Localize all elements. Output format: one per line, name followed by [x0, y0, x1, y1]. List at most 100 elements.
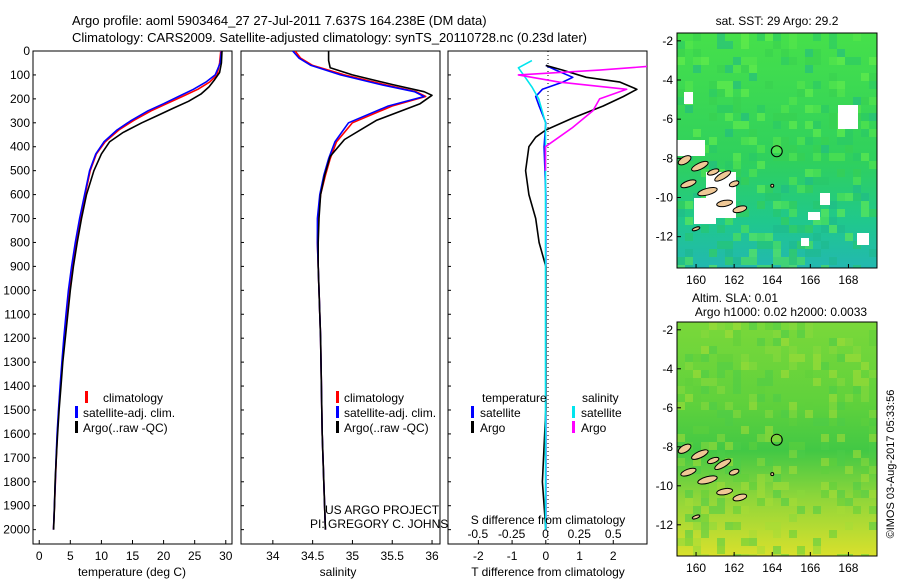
map-cell: [773, 241, 781, 249]
depth-tick-label: 400: [10, 140, 30, 154]
map-cell: [757, 105, 765, 113]
map-cell: [725, 81, 733, 89]
map-cell: [813, 145, 821, 153]
map-cell: [709, 442, 717, 450]
map-cell: [741, 177, 749, 185]
map-cell: [741, 506, 749, 514]
map-cell: [837, 378, 845, 386]
map-cell: [725, 402, 733, 410]
island: [697, 187, 718, 197]
map-cell: [701, 386, 709, 394]
map-cell: [813, 346, 821, 354]
map-cell: [685, 41, 693, 49]
map-cell: [853, 169, 861, 177]
map-cell: [773, 257, 781, 265]
map-cell: [861, 386, 869, 394]
map-cell: [717, 89, 725, 97]
map-cell: [757, 378, 765, 386]
map-cell: [717, 33, 725, 41]
credit-line-1: US ARGO PROJECT: [325, 503, 440, 517]
map-cell: [749, 73, 757, 81]
map-cell: [725, 257, 733, 265]
map-cell: [773, 482, 781, 490]
map-cell: [709, 89, 717, 97]
island: [697, 475, 718, 485]
map-cell: [853, 482, 861, 490]
map-cell: [813, 105, 821, 113]
map-cell: [765, 522, 773, 530]
map-cell: [749, 554, 757, 556]
sst-map-panel: sat. SST: 29 Argo: 29.2 160 162 164 166 168 -…: [656, 14, 878, 287]
map-cell: [773, 201, 781, 209]
map-cell: [701, 498, 709, 506]
map-cell: [725, 418, 733, 426]
series-line-argo-raw-qc-: [52, 51, 223, 530]
depth-tick-label: 200: [10, 92, 30, 106]
map-cell: [757, 498, 765, 506]
map-cell: [781, 498, 789, 506]
map-cell: [869, 490, 877, 498]
map-cell: [845, 554, 853, 556]
legend-swatch-s-satellite: [572, 406, 575, 418]
map-cell: [773, 209, 781, 217]
map-cell: [773, 490, 781, 498]
map-cell: [677, 49, 685, 57]
map-cell: [781, 225, 789, 233]
sla-float-marker: [770, 433, 783, 446]
map-cell: [789, 265, 797, 268]
s-diff-tick-label: 0.25: [568, 527, 592, 541]
map-cell: [813, 217, 821, 225]
map-cell: [757, 113, 765, 121]
map-cell: [741, 474, 749, 482]
map-cell: [845, 466, 853, 474]
map-cell: [829, 394, 837, 402]
map-cell: [749, 538, 757, 546]
depth-tick-label: 1300: [3, 355, 30, 369]
map-cell: [813, 546, 821, 554]
map-cell: [829, 530, 837, 538]
map-cell: [677, 265, 685, 268]
map-cell: [845, 338, 853, 346]
map-cell: [685, 530, 693, 538]
map-cell: [725, 362, 733, 370]
map-cell: [765, 49, 773, 57]
map-cell: [869, 450, 877, 458]
map-cell: [701, 522, 709, 530]
map-cell: [829, 370, 837, 378]
map-cell: [829, 418, 837, 426]
island: [677, 443, 692, 454]
map-cell: [805, 177, 813, 185]
map-cell: [797, 554, 805, 556]
s-difference-label: S difference from climatology: [471, 513, 626, 527]
series-line-s-argo: [517, 65, 647, 171]
map-cell: [861, 466, 869, 474]
map-cell: [749, 57, 757, 65]
map-cell: [797, 137, 805, 145]
map-cell: [869, 129, 877, 137]
x-tick-label: 30: [219, 549, 233, 563]
map-cell: [701, 370, 709, 378]
map-cell: [797, 322, 805, 330]
map-cell: [709, 506, 717, 514]
depth-tick-label: 1000: [3, 283, 30, 297]
map-cell: [829, 113, 837, 121]
map-cell: [821, 442, 829, 450]
map-cell: [869, 506, 877, 514]
map-cell: [693, 546, 701, 554]
map-cell: [749, 169, 757, 177]
map-cell: [709, 402, 717, 410]
x-tick-label: 25: [188, 549, 202, 563]
map-cell: [789, 498, 797, 506]
x-tick-label: 34.5: [301, 549, 325, 563]
map-cell: [805, 49, 813, 57]
map-cell: [733, 386, 741, 394]
map-cell: [853, 193, 861, 201]
header-line-1: Argo profile: aoml 5903464_27 27-Jul-201…: [72, 13, 487, 28]
map-cell: [821, 434, 829, 442]
map-cell: [725, 249, 733, 257]
map-cell: [765, 458, 773, 466]
map-cell: [789, 41, 797, 49]
map-cell: [693, 33, 701, 41]
x-tick-label: 0: [542, 549, 549, 563]
map-cell: [741, 65, 749, 73]
